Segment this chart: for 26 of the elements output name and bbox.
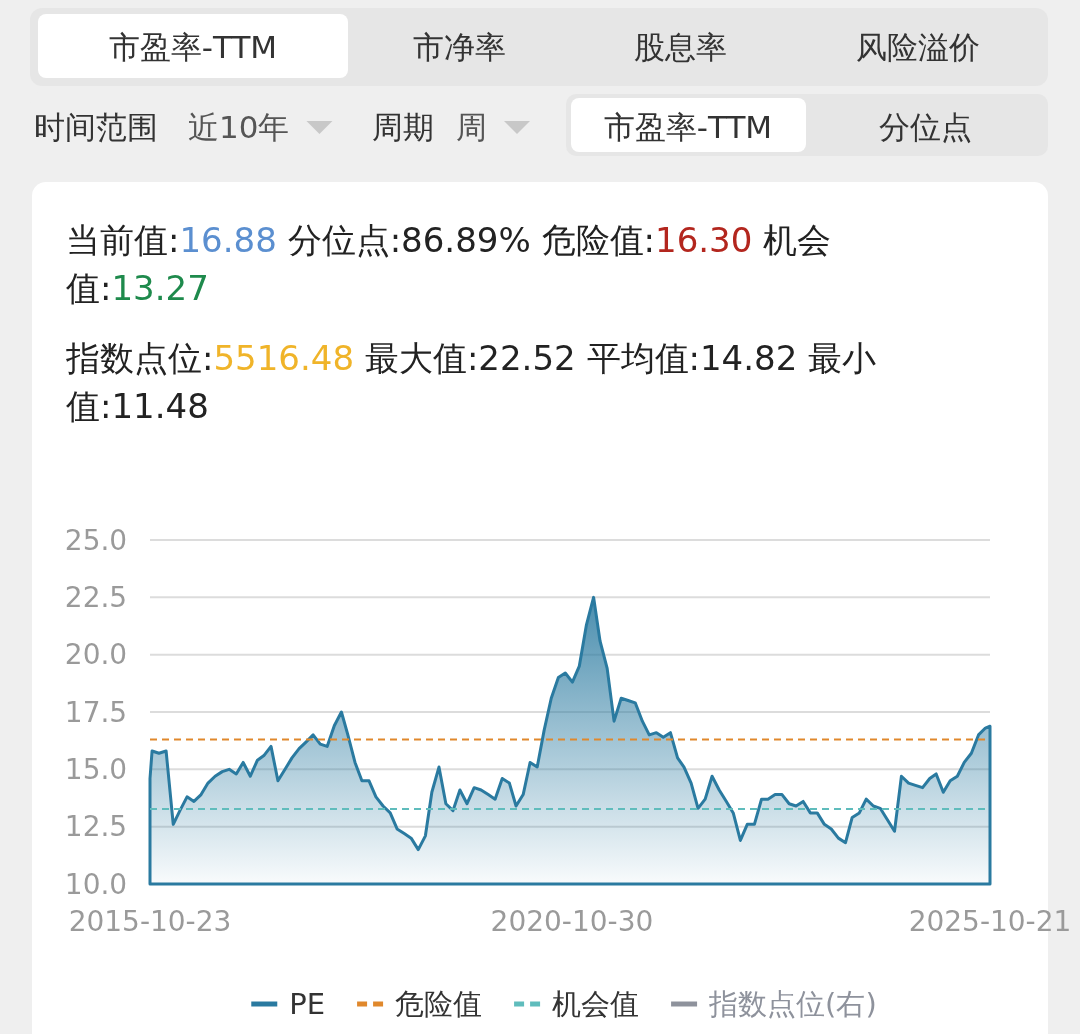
legend-label: PE xyxy=(289,987,326,1021)
y-tick-label: 10.0 xyxy=(64,867,128,901)
x-tick-label: 2015-10-23 xyxy=(68,904,232,938)
text: 市盈率-TTM xyxy=(108,29,278,65)
x-tick-label: 2025-10-21 xyxy=(908,904,1072,938)
text: 分位点 xyxy=(878,109,972,145)
chart-title: 当前值:16.88 分位点:86.89% 危险值:16.30 机会值:13.27 xyxy=(66,220,832,308)
y-tick-label: 12.5 xyxy=(64,810,128,844)
text: 市盈率-TTM xyxy=(603,109,773,145)
legend-label: 机会值 xyxy=(552,987,640,1021)
y-tick-label: 20.0 xyxy=(64,638,128,672)
text: 近10年 xyxy=(188,109,290,145)
y-tick-label: 15.0 xyxy=(64,752,128,786)
y-tick-label: 17.5 xyxy=(64,695,128,729)
y-tick-label: 25.0 xyxy=(64,523,128,557)
text: 风险溢价 xyxy=(856,29,980,65)
text: 指数点位:5516.48 最大值:22.52 平均值:14.82 最小值:11.48 xyxy=(66,338,877,426)
text: 周 xyxy=(456,109,487,145)
text: 周期 xyxy=(372,109,434,145)
y-tick-label: 22.5 xyxy=(64,580,128,614)
text: 时间范围 xyxy=(34,109,158,145)
text: 市净率 xyxy=(412,29,506,65)
x-tick-label: 2020-10-30 xyxy=(490,904,654,938)
legend-label: 指数点位(右) xyxy=(708,987,877,1021)
text: 股息率 xyxy=(633,29,727,65)
legend-label: 危险值 xyxy=(395,987,483,1021)
